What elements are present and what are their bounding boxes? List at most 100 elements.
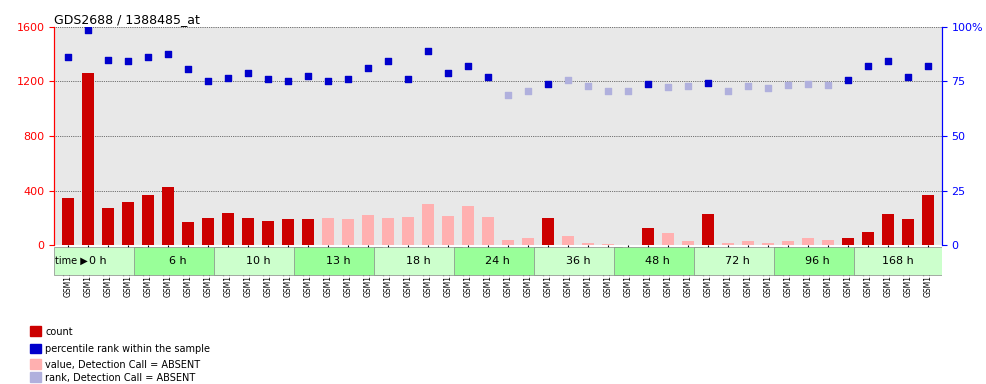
Point <box>500 92 516 98</box>
Point <box>101 56 116 63</box>
Text: 18 h: 18 h <box>405 256 430 266</box>
Bar <box>702 214 714 245</box>
Bar <box>122 202 134 245</box>
Text: 10 h: 10 h <box>246 256 270 266</box>
Bar <box>62 197 74 245</box>
Point <box>580 83 596 89</box>
Point <box>420 48 436 55</box>
Text: 13 h: 13 h <box>325 256 350 266</box>
Bar <box>562 236 574 245</box>
FancyBboxPatch shape <box>614 247 702 275</box>
FancyBboxPatch shape <box>694 247 782 275</box>
Text: 48 h: 48 h <box>646 256 670 266</box>
Point <box>640 81 656 87</box>
Point <box>720 88 736 94</box>
Point <box>620 88 636 94</box>
Bar <box>542 218 554 245</box>
Point <box>920 63 936 70</box>
FancyBboxPatch shape <box>774 247 862 275</box>
Text: 6 h: 6 h <box>170 256 187 266</box>
Bar <box>222 212 234 245</box>
Bar <box>601 244 614 245</box>
Point <box>740 83 755 89</box>
Bar <box>662 233 673 245</box>
Text: value, Detection Call = ABSENT: value, Detection Call = ABSENT <box>45 360 200 370</box>
FancyBboxPatch shape <box>134 247 222 275</box>
Point <box>800 81 815 87</box>
Text: 24 h: 24 h <box>485 256 511 266</box>
FancyBboxPatch shape <box>294 247 382 275</box>
FancyBboxPatch shape <box>533 247 622 275</box>
Bar <box>522 238 533 245</box>
Text: rank, Detection Call = ABSENT: rank, Detection Call = ABSENT <box>45 373 195 383</box>
Bar <box>741 241 753 245</box>
Bar <box>302 218 315 245</box>
FancyBboxPatch shape <box>454 247 542 275</box>
Bar <box>802 238 813 245</box>
Point <box>520 88 535 94</box>
Point <box>120 58 136 64</box>
Bar <box>243 218 254 245</box>
Bar <box>422 204 434 245</box>
Bar <box>262 221 274 245</box>
Bar <box>282 219 294 245</box>
Bar <box>182 222 194 245</box>
Bar <box>82 73 95 245</box>
Bar <box>862 232 874 245</box>
Point <box>700 80 716 86</box>
Point <box>660 84 675 90</box>
Bar <box>162 187 175 245</box>
Point <box>260 76 276 82</box>
Bar <box>582 243 594 245</box>
Point <box>900 74 916 81</box>
Bar <box>762 243 774 245</box>
Bar <box>142 195 154 245</box>
Point <box>280 78 296 84</box>
Bar <box>462 206 474 245</box>
Point <box>819 82 835 88</box>
Point <box>400 76 416 82</box>
Point <box>140 54 156 60</box>
Point <box>300 73 316 79</box>
Point <box>480 74 496 81</box>
Point <box>360 65 376 71</box>
Point <box>760 84 776 91</box>
Point <box>560 77 576 83</box>
FancyBboxPatch shape <box>374 247 462 275</box>
Bar <box>382 218 394 245</box>
Point <box>200 78 216 84</box>
FancyBboxPatch shape <box>214 247 302 275</box>
Point <box>860 63 876 70</box>
Bar <box>821 240 834 245</box>
Bar <box>342 218 354 245</box>
Point <box>880 58 895 64</box>
Bar <box>502 240 514 245</box>
Bar <box>681 241 694 245</box>
Point <box>680 83 696 89</box>
Bar <box>922 195 934 245</box>
FancyBboxPatch shape <box>54 247 142 275</box>
Bar <box>642 228 654 245</box>
Point <box>241 70 256 76</box>
Point <box>780 82 796 88</box>
Text: 72 h: 72 h <box>726 256 750 266</box>
Point <box>340 76 356 82</box>
Bar <box>842 238 854 245</box>
Point <box>180 66 196 72</box>
Text: GDS2688 / 1388485_at: GDS2688 / 1388485_at <box>54 13 200 26</box>
Point <box>80 27 96 33</box>
Bar <box>362 215 374 245</box>
Text: 96 h: 96 h <box>806 256 830 266</box>
Point <box>460 63 476 70</box>
Bar <box>901 219 914 245</box>
Point <box>540 81 556 87</box>
Text: percentile rank within the sample: percentile rank within the sample <box>45 344 210 354</box>
Point <box>381 58 396 64</box>
Bar <box>482 217 494 245</box>
Bar <box>322 218 334 245</box>
Point <box>60 54 76 60</box>
Bar <box>402 217 414 245</box>
Text: 0 h: 0 h <box>90 256 107 266</box>
Point <box>161 51 176 57</box>
Bar <box>202 218 214 245</box>
